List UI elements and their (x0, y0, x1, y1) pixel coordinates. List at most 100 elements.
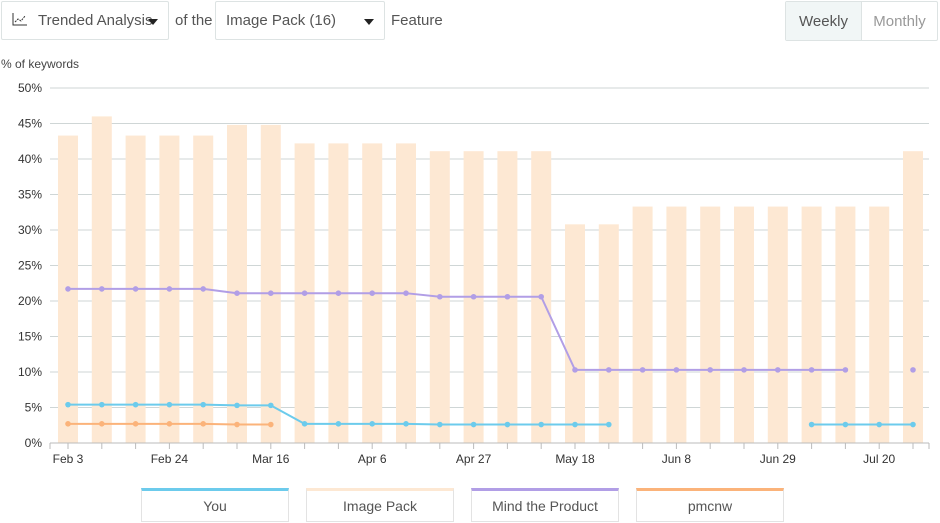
point-mind-the-product (166, 286, 173, 292)
point-mind-the-product (910, 367, 916, 373)
x-tick-label: Apr 6 (358, 452, 387, 466)
point-mind-the-product (437, 293, 443, 300)
point-pmcnw (166, 421, 173, 427)
point-mind-the-product (538, 293, 544, 300)
point-mind-the-product (234, 290, 240, 296)
y-tick-label: 10% (18, 365, 42, 379)
y-tick-label: 0% (25, 436, 43, 450)
point-you (200, 401, 206, 408)
point-you (335, 421, 342, 427)
bar-image-pack (666, 206, 687, 443)
legend-label: Mind the Product (492, 498, 598, 514)
y-tick-label: 30% (18, 223, 42, 237)
bar-image-pack (869, 206, 890, 443)
y-tick-label: 5% (25, 401, 43, 415)
point-you (910, 421, 916, 428)
period-toggle: Weekly Monthly (785, 1, 938, 41)
x-tick-label: Jun 8 (662, 452, 692, 466)
y-tick-label: 20% (18, 294, 42, 308)
point-mind-the-product (369, 290, 376, 296)
point-pmcnw (200, 421, 206, 427)
y-tick-label: 35% (18, 188, 42, 202)
point-you (65, 401, 71, 408)
x-tick-label: May 18 (555, 452, 595, 466)
point-mind-the-product (808, 367, 815, 373)
legend-image-pack[interactable]: Image Pack (306, 488, 454, 522)
y-tick-label: 25% (18, 259, 42, 273)
point-pmcnw (65, 421, 71, 427)
point-you (470, 421, 477, 428)
legend-pmcnw[interactable]: pmcnw (636, 488, 784, 522)
point-mind-the-product (842, 367, 849, 373)
point-you (842, 421, 849, 428)
point-you (808, 421, 815, 428)
point-you (876, 421, 882, 428)
bar-image-pack (767, 206, 788, 443)
point-you (166, 401, 173, 408)
chevron-down-icon (148, 19, 158, 25)
bar-image-pack (632, 206, 653, 443)
y-tick-label: 50% (18, 81, 42, 95)
x-tick-label: Feb 3 (53, 452, 84, 466)
bar-image-pack (91, 116, 112, 444)
point-you (132, 401, 139, 408)
feature-select-label: Image Pack (16) (226, 12, 337, 29)
point-you (268, 402, 274, 409)
bar-image-pack (227, 124, 247, 444)
x-tick-label: Apr 27 (456, 452, 492, 466)
point-mind-the-product (335, 290, 342, 296)
y-tick-label: 45% (18, 117, 42, 131)
bar-image-pack (801, 206, 822, 443)
point-mind-the-product (200, 286, 206, 292)
point-mind-the-product (639, 367, 646, 373)
point-you (572, 421, 578, 428)
point-mind-the-product (132, 286, 139, 292)
point-mind-the-product (65, 286, 71, 292)
point-you (437, 421, 443, 428)
bar-image-pack (565, 224, 585, 443)
point-you (99, 401, 105, 408)
point-you (538, 421, 544, 428)
chart: 0% 5% 10% 15% 20% 25% 30% 35% 40% 45% 50% Feb 3 Feb … (18, 81, 930, 466)
bar-image-pack (734, 206, 754, 443)
analysis-type-label: Trended Analysis (38, 12, 153, 29)
y-tick-label: 15% (18, 330, 42, 344)
x-tick-label: Feb 24 (151, 452, 189, 466)
bar-image-pack (260, 124, 281, 444)
legend-you[interactable]: You (141, 488, 289, 522)
point-mind-the-product (673, 367, 680, 373)
feature-text: Feature (391, 12, 443, 29)
point-you (301, 421, 308, 427)
point-mind-the-product (775, 367, 781, 373)
point-mind-the-product (470, 293, 477, 300)
point-you (234, 402, 240, 409)
feature-select[interactable]: Image Pack (16) (215, 1, 385, 40)
point-mind-the-product (504, 293, 511, 300)
point-mind-the-product (301, 290, 308, 296)
bar-image-pack (903, 151, 923, 443)
line-chart-icon (12, 12, 28, 30)
chevron-down-icon (364, 19, 374, 25)
x-tick-label: Jun 29 (760, 452, 796, 466)
point-you (369, 421, 376, 427)
analysis-type-select[interactable]: Trended Analysis (1, 1, 169, 40)
legend-label: pmcnw (687, 498, 733, 514)
x-tick-label: Mar 16 (252, 452, 290, 466)
point-mind-the-product (572, 367, 578, 373)
point-you (504, 421, 511, 428)
x-tick-label: Jul 20 (863, 452, 895, 466)
legend-mind-the-product[interactable]: Mind the Product (471, 488, 619, 522)
point-pmcnw (132, 421, 139, 427)
point-pmcnw (268, 421, 274, 428)
bar-image-pack (835, 206, 856, 443)
point-mind-the-product (99, 286, 105, 292)
weekly-button[interactable]: Weekly (786, 2, 862, 40)
of-the-text: of the (175, 12, 213, 29)
point-you (403, 421, 409, 427)
point-you (606, 421, 612, 428)
monthly-button[interactable]: Monthly (873, 12, 926, 30)
bar-image-pack (700, 206, 721, 443)
y-axis-label: % of keywords (1, 57, 80, 71)
point-mind-the-product (741, 367, 747, 373)
point-mind-the-product (606, 367, 612, 373)
